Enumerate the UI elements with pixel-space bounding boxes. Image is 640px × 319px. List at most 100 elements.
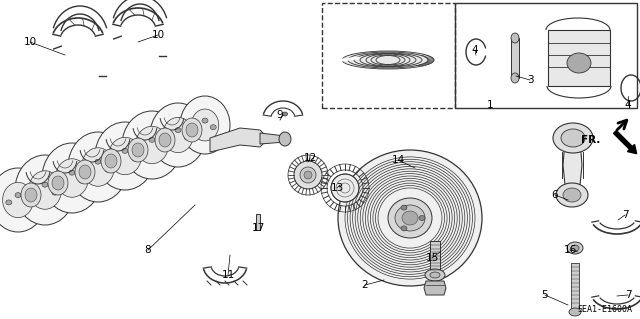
Text: 8: 8 <box>145 245 151 255</box>
Ellipse shape <box>52 176 64 190</box>
Ellipse shape <box>180 96 230 154</box>
Ellipse shape <box>304 171 312 179</box>
Text: 9: 9 <box>276 110 284 120</box>
Ellipse shape <box>105 154 117 168</box>
Ellipse shape <box>338 150 482 286</box>
Text: 4: 4 <box>472 45 478 55</box>
Polygon shape <box>571 263 579 310</box>
Ellipse shape <box>184 135 190 140</box>
Ellipse shape <box>3 182 33 218</box>
Ellipse shape <box>101 149 121 173</box>
Text: FR.: FR. <box>580 135 600 145</box>
Ellipse shape <box>294 161 322 189</box>
Ellipse shape <box>15 193 21 198</box>
Ellipse shape <box>331 174 359 202</box>
Ellipse shape <box>122 148 128 153</box>
Ellipse shape <box>85 167 91 172</box>
Ellipse shape <box>279 132 291 146</box>
Ellipse shape <box>159 145 165 150</box>
Ellipse shape <box>105 167 111 172</box>
Ellipse shape <box>81 148 115 186</box>
Ellipse shape <box>388 198 432 238</box>
Text: 5: 5 <box>541 290 548 300</box>
Ellipse shape <box>561 129 585 147</box>
Ellipse shape <box>175 128 181 133</box>
Ellipse shape <box>52 190 58 195</box>
Ellipse shape <box>430 272 440 278</box>
Ellipse shape <box>42 143 102 213</box>
Text: 13: 13 <box>330 183 344 193</box>
Ellipse shape <box>122 111 182 179</box>
Ellipse shape <box>95 122 155 190</box>
Ellipse shape <box>56 159 88 197</box>
Ellipse shape <box>68 132 128 202</box>
Bar <box>322 3 455 108</box>
Polygon shape <box>430 241 440 273</box>
Polygon shape <box>548 30 610 86</box>
Ellipse shape <box>79 178 85 183</box>
Text: 3: 3 <box>527 75 533 85</box>
Ellipse shape <box>75 160 95 184</box>
Ellipse shape <box>48 171 68 195</box>
Ellipse shape <box>419 216 425 220</box>
Text: 7: 7 <box>621 210 628 220</box>
Ellipse shape <box>567 242 583 254</box>
Ellipse shape <box>571 245 579 251</box>
Text: 17: 17 <box>252 223 264 233</box>
Ellipse shape <box>282 112 287 116</box>
Ellipse shape <box>556 183 588 207</box>
Text: 1: 1 <box>486 100 493 110</box>
Ellipse shape <box>69 170 75 175</box>
Text: 12: 12 <box>303 153 317 163</box>
Ellipse shape <box>511 73 519 83</box>
Text: 14: 14 <box>392 155 404 165</box>
Text: 10: 10 <box>24 37 36 47</box>
Ellipse shape <box>342 51 434 69</box>
Ellipse shape <box>79 165 91 179</box>
Polygon shape <box>511 38 519 78</box>
Ellipse shape <box>401 226 407 231</box>
Ellipse shape <box>191 109 219 141</box>
Ellipse shape <box>159 133 171 147</box>
Text: 15: 15 <box>426 253 438 263</box>
Text: 11: 11 <box>221 270 235 280</box>
Ellipse shape <box>132 143 144 157</box>
Ellipse shape <box>139 145 145 150</box>
Ellipse shape <box>112 156 118 161</box>
Ellipse shape <box>401 205 407 210</box>
Ellipse shape <box>155 128 175 152</box>
Ellipse shape <box>553 123 593 153</box>
Ellipse shape <box>567 53 591 73</box>
Ellipse shape <box>186 123 198 137</box>
Ellipse shape <box>511 33 519 43</box>
Polygon shape <box>563 135 582 195</box>
Ellipse shape <box>0 168 46 232</box>
Ellipse shape <box>6 200 12 205</box>
Polygon shape <box>424 281 446 295</box>
Ellipse shape <box>24 200 30 205</box>
Polygon shape <box>210 128 265 152</box>
Text: 7: 7 <box>625 290 631 300</box>
Polygon shape <box>260 133 285 144</box>
Polygon shape <box>256 214 260 230</box>
Ellipse shape <box>32 190 38 195</box>
Ellipse shape <box>300 167 316 183</box>
Text: 4: 4 <box>625 100 631 110</box>
Ellipse shape <box>25 188 37 202</box>
Ellipse shape <box>109 137 141 175</box>
Text: 6: 6 <box>552 190 558 200</box>
Ellipse shape <box>194 125 200 130</box>
Ellipse shape <box>59 178 65 183</box>
Ellipse shape <box>402 211 418 225</box>
Ellipse shape <box>202 118 208 123</box>
Ellipse shape <box>163 117 193 152</box>
Ellipse shape <box>563 188 581 202</box>
Ellipse shape <box>29 171 61 209</box>
Ellipse shape <box>128 138 148 162</box>
FancyArrow shape <box>614 130 637 154</box>
Text: 2: 2 <box>362 280 368 290</box>
Ellipse shape <box>166 135 172 140</box>
Ellipse shape <box>150 103 206 167</box>
Ellipse shape <box>42 182 48 187</box>
Ellipse shape <box>95 159 101 164</box>
